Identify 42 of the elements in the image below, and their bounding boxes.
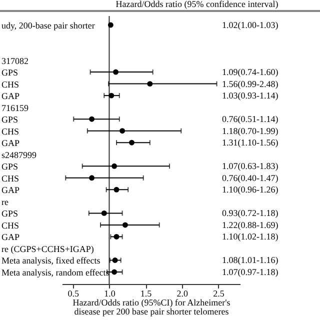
data-label: 1.22(0.88-1.69) bbox=[222, 220, 278, 230]
y-tick-label: GAP bbox=[2, 232, 20, 242]
y-tick-label: udy, 200-base pair shorter bbox=[2, 20, 95, 30]
y-tick-label: GAP bbox=[2, 185, 20, 196]
data-label: 1.02(1.00-1.03) bbox=[222, 20, 278, 30]
y-tick-label: CHS bbox=[2, 173, 20, 184]
y-tick-label: GAP bbox=[2, 91, 20, 102]
data-label: 1.10(1.02-1.18) bbox=[222, 232, 278, 242]
data-label: 1.31(1.10-1.56) bbox=[222, 138, 278, 148]
y-tick-label: CHS bbox=[2, 220, 20, 230]
data-label: 0.93(0.72-1.18) bbox=[222, 208, 278, 218]
data-label: 1.10(0.96-1.26) bbox=[222, 184, 278, 195]
y-tick-label: CHS bbox=[2, 79, 20, 90]
y-tick-label: GAP bbox=[2, 138, 20, 148]
y-tick-label: re bbox=[2, 196, 8, 207]
y-tick-label: Meta analysis, random effects bbox=[2, 268, 110, 278]
data-label: 1.09(0.74-1.60) bbox=[222, 67, 278, 78]
y-tick-label: re (CGPS+CCHS+IGAP) bbox=[2, 244, 94, 254]
data-label: 0.76(0.40-1.47) bbox=[222, 172, 278, 183]
y-tick-label: GPS bbox=[2, 162, 18, 172]
data-label: 1.08(1.01-1.16) bbox=[222, 255, 278, 266]
x-tick-label: 1.0 bbox=[104, 288, 116, 298]
data-label: 1.07(0.97-1.18) bbox=[222, 267, 278, 277]
y-tick-label: Meta analysis, fixed effects bbox=[2, 256, 101, 266]
data-label: 1.56(0.99-2.48) bbox=[222, 78, 278, 89]
x-tick-label: 2.0 bbox=[176, 288, 189, 298]
data-label: 1.03(0.93-1.14) bbox=[222, 90, 278, 101]
x-tick-label: 1.5 bbox=[140, 288, 152, 298]
y-tick-label: 716159 bbox=[2, 102, 29, 113]
x-axis-title: Hazard/Odds ratio (95%CI) for Alzheimer's disease per 200 base pair shorter telomeres bbox=[72, 298, 231, 316]
y-tick-label: 317082 bbox=[2, 56, 28, 66]
x-tick-label: 2.5 bbox=[213, 288, 225, 298]
x-tick-label: 0.5 bbox=[68, 288, 80, 298]
y-tick-label: GPS bbox=[2, 208, 18, 219]
y-tick-label: GPS bbox=[2, 68, 18, 78]
y-tick-label: GPS bbox=[2, 114, 18, 125]
y-tick-label: s2487999 bbox=[2, 150, 37, 160]
y-tick-label: CHS bbox=[2, 126, 20, 136]
chart-subtitle: Hazard/Odds ratio (95% confidence interval) bbox=[116, 0, 278, 9]
data-label: 0.76(0.51-1.14) bbox=[222, 114, 278, 124]
data-label: 1.18(0.70-1.99) bbox=[222, 126, 278, 136]
data-label: 1.07(0.63-1.83) bbox=[222, 161, 278, 172]
